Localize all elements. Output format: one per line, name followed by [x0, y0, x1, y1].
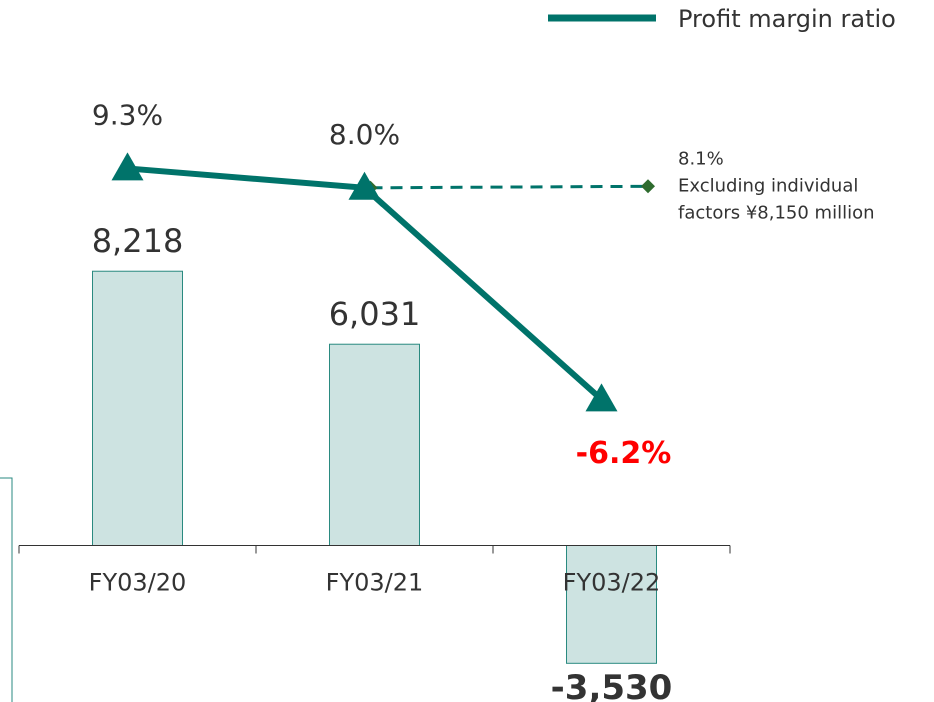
bar-value-label: 8,218	[92, 222, 184, 260]
bar	[92, 270, 183, 546]
line-value-label: -6.2%	[576, 436, 672, 471]
bar-value-label: -3,530	[551, 668, 673, 702]
line-value-label: 8.0%	[329, 118, 400, 151]
annotation-label: 8.1%	[678, 148, 724, 169]
legend-label: Profit margin ratio	[678, 5, 896, 33]
x-tick-label: FY03/21	[326, 569, 424, 597]
triangle-marker	[111, 152, 144, 181]
excluding-factors-line	[370, 184, 649, 190]
annotation-text: factors ¥8,150 million	[678, 202, 875, 223]
bar	[566, 545, 657, 664]
partial-box	[0, 477, 13, 702]
x-tick-label: FY03/20	[89, 569, 187, 597]
triangle-marker	[585, 383, 618, 412]
x-tick-label: FY03/22	[563, 569, 661, 597]
bar-value-label: 6,031	[329, 295, 421, 333]
annotation-text: Excluding individual	[678, 175, 858, 196]
triangle-marker	[348, 171, 381, 200]
line-value-label: 9.3%	[92, 98, 163, 131]
bar	[329, 343, 420, 546]
diamond-marker	[641, 179, 655, 194]
